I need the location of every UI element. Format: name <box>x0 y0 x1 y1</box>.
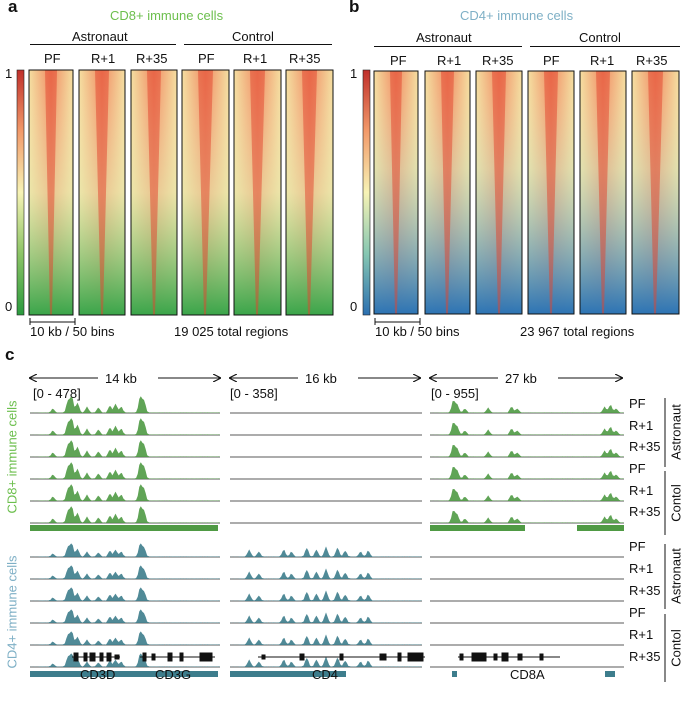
panel-b-col-label: R+1 <box>590 53 615 68</box>
locus-span-label: 16 kb <box>305 371 337 386</box>
panel-b-letter: b <box>349 0 360 16</box>
panel-b-heatmap <box>527 70 575 315</box>
locus-range-label: [0 - 358] <box>230 386 278 401</box>
panel-a-group-control-bar <box>184 44 332 45</box>
locus-span-label: 14 kb <box>105 371 137 386</box>
track-label: R+1 <box>629 483 654 498</box>
panel-a-scale-max: 1 <box>5 66 13 81</box>
track-label: PF <box>629 539 646 554</box>
panel-b-regions-label: 23 967 total regions <box>520 324 635 339</box>
gene-model-cd3d <box>72 652 120 662</box>
panel-b-window-bracket <box>374 318 421 325</box>
cd4-cells-label: CD4+ immune cells <box>4 555 20 669</box>
panel-a-col-label: PF <box>44 51 61 66</box>
group-label-astronaut: Astronaut <box>668 404 684 460</box>
panel-b-heatmap <box>475 70 523 315</box>
locus-span-label: 27 kb <box>505 371 537 386</box>
track-label: R+1 <box>629 418 654 433</box>
panel-b-group-control: Control <box>579 30 621 45</box>
panel-b-heatmap <box>373 70 419 315</box>
panel-a-title: CD8+ immune cells <box>110 8 224 23</box>
panel-a-colorbar <box>16 69 25 316</box>
panel-b-col-label: PF <box>543 53 560 68</box>
panel-b-col-label: R+35 <box>636 53 668 68</box>
track-label: R+35 <box>629 583 661 598</box>
track-label: R+35 <box>629 439 661 454</box>
panel-b-col-label: R+1 <box>437 53 462 68</box>
panel-b-colorbar <box>362 69 371 316</box>
panel-a-heatmaps <box>16 69 334 325</box>
track-label: R+1 <box>629 627 654 642</box>
group-label-control: Contol <box>668 629 684 667</box>
cd8-cells-label: CD8+ immune cells <box>4 400 20 514</box>
panel-a-heatmap <box>28 69 74 316</box>
panel-a-col-label: PF <box>198 51 215 66</box>
track-label: R+35 <box>629 649 661 664</box>
panel-a-heatmap <box>78 69 126 316</box>
gene-model-cd3g <box>140 652 215 662</box>
panel-b-heatmap <box>424 70 471 315</box>
track-label: PF <box>629 461 646 476</box>
panel-b-group-astronaut-bar <box>374 46 522 47</box>
panel-a-col-label: R+35 <box>136 51 168 66</box>
panel-b-scale-min: 0 <box>350 299 358 314</box>
panel-b-scale-max: 1 <box>350 66 358 81</box>
panel-b-col-label: R+35 <box>482 53 514 68</box>
gene-name: CD3G <box>155 667 192 682</box>
gene-name: CD4 <box>312 667 339 682</box>
panel-a-group-astronaut: Astronaut <box>72 29 128 44</box>
panel-a-heatmap <box>181 69 230 316</box>
panel-a-heatmap <box>285 69 334 316</box>
panel-a-heatmap <box>130 69 178 316</box>
track-label: R+1 <box>629 561 654 576</box>
gene-annotations <box>72 652 560 662</box>
track-label: PF <box>629 605 646 620</box>
track-label: PF <box>629 396 646 411</box>
panel-b-title: CD4+ immune cells <box>460 8 574 23</box>
gene-name: CD8A <box>510 667 545 682</box>
panel-a-col-label: R+1 <box>91 51 116 66</box>
gene-model-cd4 <box>258 652 425 662</box>
panel-a-heatmap <box>233 69 282 316</box>
panel-a-regions-label: 19 025 total regions <box>174 324 289 339</box>
gene-model-cd8a <box>458 652 560 662</box>
locus-range-label: [0 - 955] <box>431 386 479 401</box>
group-label-astronaut: Astronaut <box>668 548 684 604</box>
panel-b-heatmap <box>631 70 680 315</box>
panel-b-window-label: 10 kb / 50 bins <box>375 324 460 339</box>
panel-a-col-label: R+1 <box>243 51 268 66</box>
panel-b-col-label: PF <box>390 53 407 68</box>
panel-a-window-label: 10 kb / 50 bins <box>30 324 115 339</box>
gene-name: CD3D <box>80 667 116 682</box>
locus-range-label: [0 - 478] <box>33 386 81 401</box>
panel-a-col-label: R+35 <box>289 51 321 66</box>
panel-a-letter: a <box>8 0 18 16</box>
panel-a-window-bracket <box>29 318 76 325</box>
panel-b-heatmap <box>579 70 627 315</box>
panel-b-group-control-bar <box>530 46 680 47</box>
panel-c-letter: c <box>5 345 15 364</box>
panel-b-heatmaps <box>362 69 680 325</box>
panel-b-group-astronaut: Astronaut <box>416 30 472 45</box>
panel-c-tracks <box>0 360 666 682</box>
panel-a-group-control: Control <box>232 29 274 44</box>
coverage-tracks <box>30 396 624 677</box>
track-label: R+35 <box>629 504 661 519</box>
panel-a-group-astronaut-bar <box>30 44 176 45</box>
panel-a-scale-min: 0 <box>5 299 13 314</box>
group-label-control: Contol <box>668 484 684 522</box>
